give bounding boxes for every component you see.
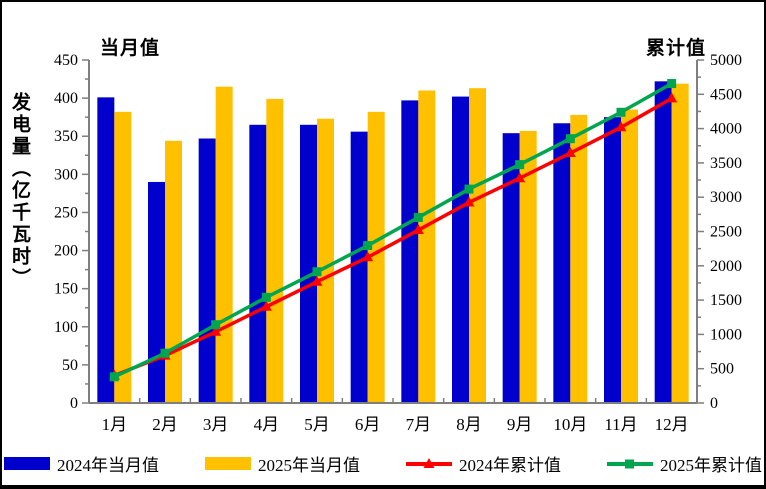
y-axis-label: 发电量（亿千瓦时） (9, 92, 30, 290)
bar (452, 96, 469, 403)
right-tick-label: 2000 (710, 258, 742, 275)
bar (553, 123, 571, 404)
left-tick-label: 200 (54, 243, 78, 260)
triangle-marker-icon (362, 251, 374, 262)
left-tick-label: 400 (54, 90, 78, 107)
triangle-marker-icon (564, 147, 576, 158)
bar (654, 81, 672, 403)
bar (350, 131, 368, 403)
triangle-marker-icon (210, 325, 222, 336)
cumulative-line (113, 82, 673, 379)
triangle-marker-icon (260, 300, 272, 311)
right-tick-label: 1500 (710, 292, 742, 309)
month-label: 2月 (152, 415, 178, 434)
month-label: 4月 (254, 415, 280, 434)
bar (367, 111, 385, 403)
bar (604, 117, 621, 404)
left-tick-label: 450 (54, 52, 78, 69)
square-marker-icon (211, 320, 221, 330)
month-label: 10月 (553, 415, 587, 434)
square-marker-icon (160, 348, 170, 358)
legend-line-swatch-icon (607, 459, 653, 468)
left-tick-label: 50 (62, 357, 78, 374)
triangle-marker-icon (311, 275, 323, 286)
bar (621, 109, 638, 404)
triangle-marker-icon (666, 92, 678, 103)
triangle-marker-icon (514, 172, 526, 183)
square-marker-icon (109, 372, 119, 382)
bar (418, 90, 436, 403)
right-tick-label: 4500 (710, 86, 742, 103)
bar (300, 124, 317, 404)
bar (266, 98, 284, 403)
bar (114, 111, 132, 403)
left-tick-label: 150 (54, 281, 78, 298)
square-marker-icon (616, 107, 626, 117)
bar (519, 130, 537, 404)
square-marker-icon (667, 79, 677, 89)
month-label: 12月 (655, 415, 689, 434)
right-tick-label: 2500 (710, 224, 742, 241)
triangle-marker-icon (463, 196, 475, 207)
bar (570, 114, 588, 403)
bar (198, 138, 216, 403)
left-tick-label: 300 (54, 166, 78, 183)
left-tick-label: 250 (54, 204, 78, 221)
legend-line-swatch-icon (406, 457, 452, 468)
month-label: 7月 (406, 415, 432, 434)
legend-bar-swatch-icon (205, 457, 251, 470)
cumulative-line (113, 96, 673, 378)
chart-legend: 2024年当月值 2025年当月值 2024年累计值 2025年累计值 (2, 451, 764, 476)
square-marker-icon (261, 292, 271, 302)
legend-label: 2025年累计值 (660, 456, 762, 475)
square-marker-icon (565, 134, 575, 144)
legend-label: 2025年当月值 (258, 456, 360, 475)
bar (469, 88, 486, 404)
left-tick-label: 100 (54, 319, 78, 336)
triangle-marker-icon (412, 224, 424, 235)
month-label: 1月 (102, 415, 128, 434)
right-tick-label: 5000 (710, 52, 742, 69)
square-marker-icon (363, 241, 373, 251)
left-axis-title: 当月值 (100, 38, 161, 59)
bar (97, 97, 115, 404)
legend-label: 2024年累计值 (459, 456, 561, 475)
left-tick-label: 0 (70, 395, 78, 412)
square-marker-icon (515, 160, 525, 170)
square-marker-icon (413, 212, 423, 222)
month-label: 5月 (304, 415, 330, 434)
right-tick-label: 3500 (710, 155, 742, 172)
bar (502, 133, 520, 403)
month-label: 9月 (507, 415, 533, 434)
legend-bar-swatch-icon (4, 457, 50, 470)
right-tick-label: 0 (710, 395, 718, 412)
legend-item: 2024年当月值 (4, 451, 159, 476)
square-marker-icon (312, 267, 322, 277)
bar (215, 86, 233, 403)
right-tick-label: 3000 (710, 189, 742, 206)
legend-item: 2024年累计值 (406, 451, 561, 476)
month-label: 11月 (604, 415, 637, 434)
triangle-marker-icon (615, 121, 627, 132)
bar (671, 83, 689, 403)
bar (317, 118, 334, 404)
right-axis-title: 累计值 (645, 38, 706, 59)
month-label: 8月 (456, 415, 482, 434)
bar (148, 181, 165, 403)
legend-item: 2025年累计值 (607, 451, 762, 476)
month-label: 6月 (355, 415, 381, 434)
left-tick-label: 350 (54, 128, 78, 145)
bar (401, 100, 419, 404)
legend-item: 2025年当月值 (205, 451, 360, 476)
right-tick-label: 500 (710, 361, 734, 378)
legend-label: 2024年当月值 (57, 456, 159, 475)
bar (165, 140, 182, 403)
right-tick-label: 1000 (710, 326, 742, 343)
right-tick-label: 4000 (710, 121, 742, 138)
bar (249, 124, 267, 404)
square-marker-icon (464, 184, 474, 194)
month-label: 3月 (203, 415, 229, 434)
